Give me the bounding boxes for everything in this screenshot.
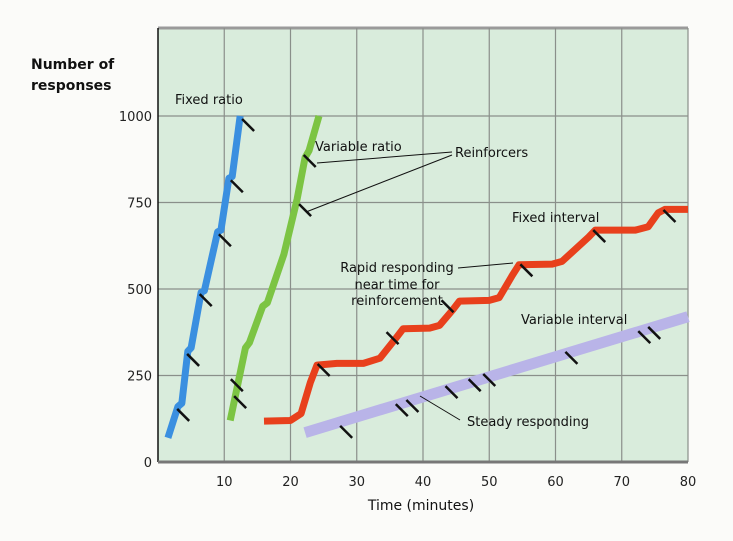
reinforcer-mark — [405, 399, 420, 413]
tick-labels: 10 20 30 40 50 60 70 80 0 250 500 750 1000 — [119, 110, 696, 490]
label-fixed-interval: Fixed interval — [512, 211, 599, 226]
reinforcer-mark — [440, 299, 455, 314]
label-reinforcers: Reinforcers — [455, 146, 528, 161]
x-axis-label: Time (minutes) — [367, 498, 474, 514]
reinforcer-mark — [218, 233, 232, 248]
reinforcer-mark — [176, 408, 191, 422]
label-variable-interval: Variable interval — [521, 313, 627, 328]
leader-reinforcers-2 — [305, 154, 453, 213]
reinforcer-mark — [316, 363, 331, 377]
y-tick-label: 750 — [127, 197, 152, 212]
x-tick-label: 30 — [348, 475, 365, 490]
reinforcer-mark — [385, 331, 400, 346]
x-tick-label: 20 — [282, 475, 299, 490]
x-tick-label: 40 — [415, 475, 432, 490]
leader-reinforcers-1 — [316, 151, 453, 164]
reinforcer-mark — [302, 154, 317, 168]
series-lines — [164, 115, 690, 439]
reinforcer-mark — [519, 263, 534, 278]
series-fixed-interval — [263, 205, 688, 425]
reinforcer-mark — [592, 229, 607, 243]
series-variable-ratio — [226, 115, 323, 422]
y-axis-label-line2: responses — [31, 78, 112, 94]
reinforcer-mark — [186, 353, 200, 367]
reinforcer-mark — [444, 385, 459, 399]
reinforcer-mark — [637, 330, 652, 344]
grid — [158, 28, 689, 462]
x-tick-label: 50 — [481, 475, 498, 490]
reinforcer-mark — [233, 395, 248, 410]
y-axis-label-line1: Number of — [31, 57, 115, 73]
x-tick-label: 80 — [680, 475, 697, 490]
label-steady-responding: Steady responding — [467, 415, 589, 430]
series-variable-interval — [303, 311, 690, 438]
reinforcer-mark — [564, 350, 579, 365]
reinforcer-mark — [482, 373, 497, 387]
y-tick-label: 250 — [127, 370, 152, 385]
label-rapid-responding-1: Rapid responding — [340, 261, 454, 276]
series-fixed-ratio — [164, 115, 244, 439]
leader-rapid-responding — [457, 262, 514, 269]
reinforcer-mark — [198, 293, 213, 307]
label-rapid-responding-3: reinforcement — [351, 294, 443, 309]
label-rapid-responding-2: near time for — [354, 278, 440, 293]
reinforcer-mark — [339, 425, 354, 439]
leader-steady-responding — [419, 395, 461, 421]
x-tick-label: 70 — [613, 475, 630, 490]
reinforcer-mark — [229, 179, 244, 194]
reinforcer-mark — [394, 403, 409, 417]
x-tick-label: 60 — [547, 475, 564, 490]
y-tick-label: 0 — [144, 456, 152, 471]
x-tick-label: 10 — [216, 475, 233, 490]
reinforcer-mark — [241, 118, 255, 132]
y-tick-label: 1000 — [119, 110, 152, 125]
y-tick-label: 500 — [127, 283, 152, 298]
reinforcer-mark — [647, 326, 662, 340]
reinforcer-mark — [662, 209, 677, 223]
reinforcer-mark — [298, 203, 312, 217]
label-variable-ratio: Variable ratio — [315, 140, 402, 155]
reinforcer-mark — [229, 378, 244, 393]
reinforcer-marks — [176, 118, 677, 439]
label-fixed-ratio: Fixed ratio — [175, 93, 243, 108]
reinforcer-mark — [467, 378, 482, 393]
